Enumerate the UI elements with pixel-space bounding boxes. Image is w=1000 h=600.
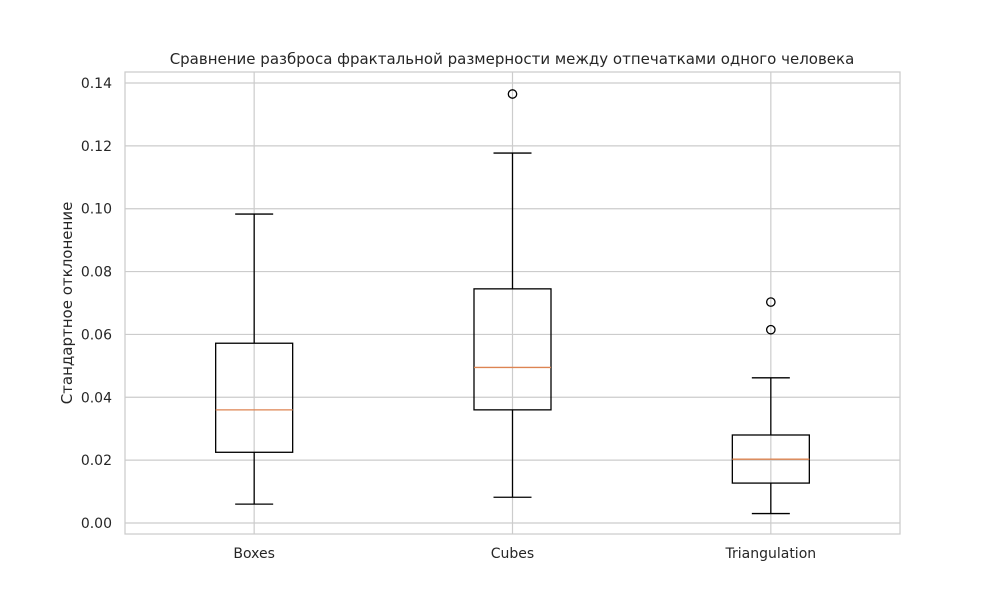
y-tick-label: 0.14 — [81, 76, 112, 92]
y-tick-label: 0.04 — [81, 390, 112, 406]
chart-title: Сравнение разброса фрактальной размернос… — [170, 50, 855, 68]
box-iqr — [473, 288, 552, 411]
x-tick-labels: Boxes Cubes Triangulation — [233, 546, 816, 562]
x-tick-label: Cubes — [491, 546, 534, 562]
y-tick-label: 0.00 — [81, 516, 112, 532]
outlier-point — [507, 89, 518, 99]
y-tick-label: 0.02 — [81, 453, 112, 469]
x-tick-label: Boxes — [233, 546, 275, 562]
y-axis-label: Стандартное отклонение — [58, 202, 76, 405]
x-tick-label: Triangulation — [725, 546, 817, 562]
box-iqr — [215, 342, 294, 453]
outlier-point — [765, 297, 776, 307]
y-tick-label: 0.12 — [81, 139, 112, 155]
y-tick-labels: 0.00 0.02 0.04 0.06 0.08 0.10 0.12 0.14 — [81, 76, 112, 532]
plot-frame — [124, 71, 901, 535]
outlier-point — [765, 324, 776, 335]
y-tick-label: 0.10 — [81, 202, 112, 218]
box-layer — [215, 89, 810, 515]
y-tick-label: 0.08 — [81, 265, 112, 281]
box-group-boxes — [215, 213, 294, 505]
box-group-triangulation — [731, 297, 810, 515]
box-group-cubes — [473, 89, 552, 498]
y-tick-label: 0.06 — [81, 327, 112, 343]
